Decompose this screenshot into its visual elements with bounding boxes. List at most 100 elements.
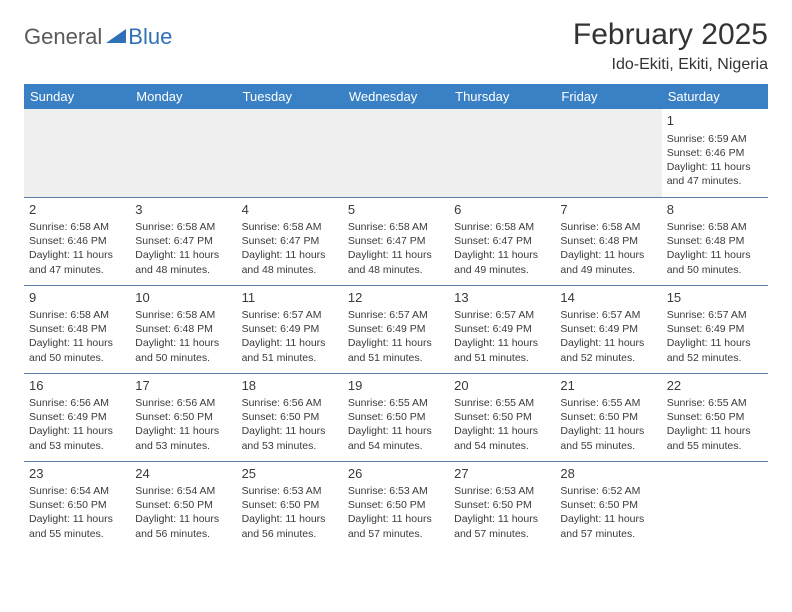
- day-info: Sunrise: 6:58 AMSunset: 6:47 PMDaylight:…: [348, 220, 444, 277]
- calendar-day: 28Sunrise: 6:52 AMSunset: 6:50 PMDayligh…: [555, 461, 661, 549]
- day-number: 26: [348, 465, 444, 483]
- day-info: Sunrise: 6:58 AMSunset: 6:48 PMDaylight:…: [667, 220, 763, 277]
- day-info: Sunrise: 6:56 AMSunset: 6:50 PMDaylight:…: [242, 396, 338, 453]
- day-number: 4: [242, 201, 338, 219]
- calendar-day: 13Sunrise: 6:57 AMSunset: 6:49 PMDayligh…: [449, 285, 555, 373]
- calendar-day: 17Sunrise: 6:56 AMSunset: 6:50 PMDayligh…: [130, 373, 236, 461]
- calendar-day: 21Sunrise: 6:55 AMSunset: 6:50 PMDayligh…: [555, 373, 661, 461]
- day-info: Sunrise: 6:53 AMSunset: 6:50 PMDaylight:…: [454, 484, 550, 541]
- day-number: 8: [667, 201, 763, 219]
- calendar-day: 3Sunrise: 6:58 AMSunset: 6:47 PMDaylight…: [130, 197, 236, 285]
- calendar-empty: [449, 109, 555, 197]
- calendar-empty: [130, 109, 236, 197]
- logo-text-general: General: [24, 24, 102, 50]
- triangle-icon: [106, 27, 126, 48]
- weekday-header: Saturday: [662, 84, 768, 109]
- calendar-day: 19Sunrise: 6:55 AMSunset: 6:50 PMDayligh…: [343, 373, 449, 461]
- day-number: 13: [454, 289, 550, 307]
- day-info: Sunrise: 6:55 AMSunset: 6:50 PMDaylight:…: [667, 396, 763, 453]
- calendar-day: 4Sunrise: 6:58 AMSunset: 6:47 PMDaylight…: [237, 197, 343, 285]
- location: Ido-Ekiti, Ekiti, Nigeria: [573, 56, 768, 74]
- day-number: 21: [560, 377, 656, 395]
- calendar-day: 27Sunrise: 6:53 AMSunset: 6:50 PMDayligh…: [449, 461, 555, 549]
- day-number: 16: [29, 377, 125, 395]
- day-info: Sunrise: 6:57 AMSunset: 6:49 PMDaylight:…: [560, 308, 656, 365]
- day-number: 5: [348, 201, 444, 219]
- day-number: 27: [454, 465, 550, 483]
- calendar-day: 9Sunrise: 6:58 AMSunset: 6:48 PMDaylight…: [24, 285, 130, 373]
- day-info: Sunrise: 6:57 AMSunset: 6:49 PMDaylight:…: [348, 308, 444, 365]
- day-number: 17: [135, 377, 231, 395]
- day-info: Sunrise: 6:52 AMSunset: 6:50 PMDaylight:…: [560, 484, 656, 541]
- day-info: Sunrise: 6:58 AMSunset: 6:48 PMDaylight:…: [135, 308, 231, 365]
- calendar-day: 25Sunrise: 6:53 AMSunset: 6:50 PMDayligh…: [237, 461, 343, 549]
- day-info: Sunrise: 6:58 AMSunset: 6:48 PMDaylight:…: [29, 308, 125, 365]
- weekday-header: Thursday: [449, 84, 555, 109]
- weekday-header: Sunday: [24, 84, 130, 109]
- day-info: Sunrise: 6:58 AMSunset: 6:47 PMDaylight:…: [242, 220, 338, 277]
- day-number: 20: [454, 377, 550, 395]
- day-number: 7: [560, 201, 656, 219]
- calendar-day: 1 Sunrise: 6:59 AMSunset: 6:46 PMDaylight…: [662, 109, 768, 197]
- calendar-day: 22Sunrise: 6:55 AMSunset: 6:50 PMDayligh…: [662, 373, 768, 461]
- day-info: Sunrise: 6:56 AMSunset: 6:49 PMDaylight:…: [29, 396, 125, 453]
- weekday-header: Tuesday: [237, 84, 343, 109]
- day-number: 11: [242, 289, 338, 307]
- calendar-head: SundayMondayTuesdayWednesdayThursdayFrid…: [24, 84, 768, 109]
- day-info: Sunrise: 6:58 AMSunset: 6:47 PMDaylight:…: [135, 220, 231, 277]
- day-info: Sunrise: 6:56 AMSunset: 6:50 PMDaylight:…: [135, 396, 231, 453]
- calendar-empty: [555, 109, 661, 197]
- day-info: Sunrise: 6:55 AMSunset: 6:50 PMDaylight:…: [348, 396, 444, 453]
- weekday-header: Friday: [555, 84, 661, 109]
- month-title: February 2025: [573, 18, 768, 52]
- header: General Blue February 2025 Ido-Ekiti, Ek…: [24, 18, 768, 74]
- calendar-day: 20Sunrise: 6:55 AMSunset: 6:50 PMDayligh…: [449, 373, 555, 461]
- day-info: Sunrise: 6:57 AMSunset: 6:49 PMDaylight:…: [454, 308, 550, 365]
- day-info: Sunrise: 6:58 AMSunset: 6:48 PMDaylight:…: [560, 220, 656, 277]
- day-number: 14: [560, 289, 656, 307]
- day-number: 15: [667, 289, 763, 307]
- day-info: Sunrise: 6:54 AMSunset: 6:50 PMDaylight:…: [29, 484, 125, 541]
- day-number: 18: [242, 377, 338, 395]
- calendar-day: 18Sunrise: 6:56 AMSunset: 6:50 PMDayligh…: [237, 373, 343, 461]
- day-number: 9: [29, 289, 125, 307]
- calendar-day: 16Sunrise: 6:56 AMSunset: 6:49 PMDayligh…: [24, 373, 130, 461]
- calendar-body: 1 Sunrise: 6:59 AMSunset: 6:46 PMDaylight…: [24, 109, 768, 549]
- day-number: 28: [560, 465, 656, 483]
- calendar-day: 10Sunrise: 6:58 AMSunset: 6:48 PMDayligh…: [130, 285, 236, 373]
- calendar-day: 8Sunrise: 6:58 AMSunset: 6:48 PMDaylight…: [662, 197, 768, 285]
- day-info: Sunrise: 6:58 AMSunset: 6:46 PMDaylight:…: [29, 220, 125, 277]
- calendar-day: 7Sunrise: 6:58 AMSunset: 6:48 PMDaylight…: [555, 197, 661, 285]
- calendar-empty: [343, 109, 449, 197]
- calendar-day: 26Sunrise: 6:53 AMSunset: 6:50 PMDayligh…: [343, 461, 449, 549]
- day-number: 2: [29, 201, 125, 219]
- day-number: 24: [135, 465, 231, 483]
- day-info: Sunrise: 6:55 AMSunset: 6:50 PMDaylight:…: [560, 396, 656, 453]
- day-number: 3: [135, 201, 231, 219]
- day-number: 12: [348, 289, 444, 307]
- day-info: Sunrise: 6:57 AMSunset: 6:49 PMDaylight:…: [667, 308, 763, 365]
- day-number: 23: [29, 465, 125, 483]
- calendar-table: SundayMondayTuesdayWednesdayThursdayFrid…: [24, 84, 768, 549]
- day-info: Sunrise: 6:57 AMSunset: 6:49 PMDaylight:…: [242, 308, 338, 365]
- calendar-day: 12Sunrise: 6:57 AMSunset: 6:49 PMDayligh…: [343, 285, 449, 373]
- title-block: February 2025 Ido-Ekiti, Ekiti, Nigeria: [573, 18, 768, 74]
- calendar-day: 15Sunrise: 6:57 AMSunset: 6:49 PMDayligh…: [662, 285, 768, 373]
- calendar-day: 2Sunrise: 6:58 AMSunset: 6:46 PMDaylight…: [24, 197, 130, 285]
- logo-text-blue: Blue: [128, 24, 172, 50]
- day-number: 6: [454, 201, 550, 219]
- day-number: 10: [135, 289, 231, 307]
- day-info: Sunrise: 6:54 AMSunset: 6:50 PMDaylight:…: [135, 484, 231, 541]
- day-info: Sunrise: 6:53 AMSunset: 6:50 PMDaylight:…: [348, 484, 444, 541]
- calendar-day: 11Sunrise: 6:57 AMSunset: 6:49 PMDayligh…: [237, 285, 343, 373]
- calendar-day: 24Sunrise: 6:54 AMSunset: 6:50 PMDayligh…: [130, 461, 236, 549]
- calendar-day: 5Sunrise: 6:58 AMSunset: 6:47 PMDaylight…: [343, 197, 449, 285]
- day-number: 22: [667, 377, 763, 395]
- day-info: Sunrise: 6:59 AMSunset: 6:46 PMDaylight:…: [667, 132, 763, 189]
- logo: General Blue: [24, 18, 172, 50]
- calendar-empty: [24, 109, 130, 197]
- calendar-empty: [237, 109, 343, 197]
- day-number: 1: [667, 112, 763, 130]
- calendar-day: 14Sunrise: 6:57 AMSunset: 6:49 PMDayligh…: [555, 285, 661, 373]
- weekday-header: Monday: [130, 84, 236, 109]
